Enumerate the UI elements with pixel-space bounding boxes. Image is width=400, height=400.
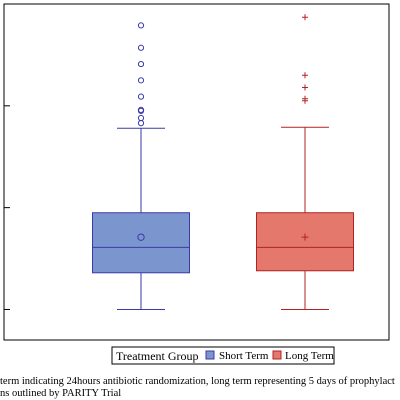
- outlier-long-term-1: [302, 95, 308, 102]
- outlier-short-term-5: [137, 77, 145, 84]
- outlier-short-term-6: [137, 60, 145, 68]
- legend-frame: [111, 346, 335, 365]
- caption-line-1: term indicating 24hours antibiotic rando…: [0, 376, 395, 387]
- box-groups: [92, 14, 354, 310]
- outlier-short-term-7: [137, 44, 145, 51]
- box-short-term: [92, 212, 190, 274]
- legend-title: Treatment Group: [116, 349, 199, 363]
- legend-label-short-term: Short Term: [219, 350, 269, 362]
- mean-marker-long-term: [301, 233, 309, 241]
- plot-frame: [3, 3, 390, 341]
- legend-swatch-short-term: [205, 350, 215, 360]
- y-axis-ticks: [4, 3, 10, 310]
- outlier-short-term-0: [137, 120, 145, 127]
- outlier-long-term-3: [302, 72, 308, 79]
- legend-label-long-term: Long Term: [285, 350, 334, 362]
- outlier-short-term-8: [137, 22, 145, 29]
- mean-marker-short-term: [137, 233, 145, 241]
- figure-caption: term indicating 24hours antibiotic rando…: [0, 376, 400, 400]
- outlier-short-term-3: [137, 106, 145, 113]
- box-group-long-term: [256, 14, 354, 310]
- legend: Treatment Group Short Term Long Term: [111, 346, 335, 365]
- box-long-term: [256, 212, 354, 272]
- outlier-short-term-4: [137, 93, 145, 100]
- outlier-short-term-1: [137, 114, 145, 122]
- outlier-long-term-4: [302, 14, 308, 21]
- caption-line-2: ns outlined by PARITY Trial: [0, 388, 122, 399]
- legend-swatch-long-term: [272, 350, 282, 360]
- outlier-long-term-2: [302, 84, 308, 91]
- box-group-short-term: [92, 22, 190, 310]
